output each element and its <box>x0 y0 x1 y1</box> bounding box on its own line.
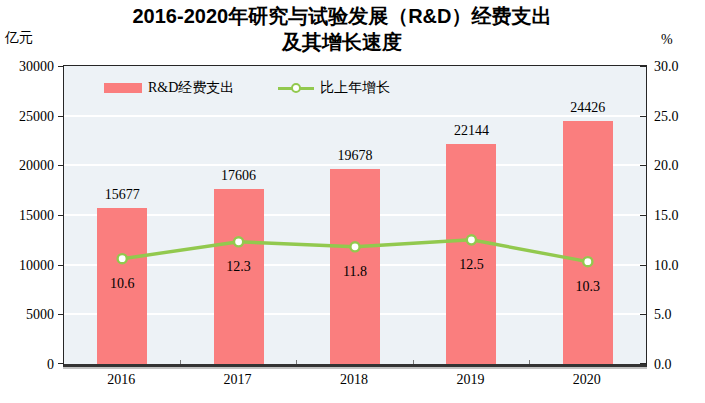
growth-value-label: 12.5 <box>431 256 511 273</box>
right-axis-tick-label: 0.0 <box>654 356 705 374</box>
right-axis-tick-label: 25.0 <box>654 108 705 126</box>
line-marker <box>467 235 476 244</box>
right-axis-unit: % <box>661 32 673 48</box>
line-marker <box>234 237 243 246</box>
x-axis-label: 2016 <box>79 371 163 389</box>
left-axis-tick-label: 5000 <box>2 306 54 324</box>
x-axis-label: 2019 <box>428 371 512 389</box>
growth-value-label: 12.3 <box>199 258 279 275</box>
chart-title-line2: 及其增长速度 <box>0 29 684 55</box>
left-axis-tick-label: 15000 <box>2 207 54 225</box>
right-axis-tick-label: 10.0 <box>654 257 705 275</box>
right-axis-tick-label: 5.0 <box>654 306 705 324</box>
left-axis-tick-label: 25000 <box>2 108 54 126</box>
x-axis-label: 2018 <box>312 371 396 389</box>
right-axis-tick-label: 15.0 <box>654 207 705 225</box>
left-axis-tick <box>58 66 63 67</box>
x-axis-label: 2017 <box>196 371 280 389</box>
right-axis-tick-label: 20.0 <box>654 157 705 175</box>
line-marker <box>583 257 592 266</box>
right-axis-tick-label: 30.0 <box>654 58 705 76</box>
growth-value-label: 11.8 <box>315 263 395 280</box>
x-axis-label: 2020 <box>545 371 629 389</box>
left-axis-tick-label: 20000 <box>2 157 54 175</box>
chart-title-line1: 2016-2020年研究与试验发展（R&D）经费支出 <box>0 3 684 29</box>
left-axis-tick <box>58 314 63 315</box>
growth-value-label: 10.6 <box>82 275 162 292</box>
left-axis-tick-label: 0 <box>2 356 54 374</box>
left-axis-tick-label: 30000 <box>2 58 54 76</box>
left-axis-tick <box>58 165 63 166</box>
plot-area: R&D经费支出 比上年增长 15677176061967822144244261… <box>63 65 647 367</box>
left-axis-tick <box>58 116 63 117</box>
left-axis-tick-label: 10000 <box>2 257 54 275</box>
rd-expenditure-chart: 2016-2020年研究与试验发展（R&D）经费支出 及其增长速度 亿元 % 3… <box>0 0 705 403</box>
left-axis-tick <box>58 363 63 364</box>
left-axis-tick <box>58 265 63 266</box>
chart-title: 2016-2020年研究与试验发展（R&D）经费支出 及其增长速度 <box>0 3 684 55</box>
left-axis-tick <box>58 215 63 216</box>
left-axis-unit: 亿元 <box>5 29 33 47</box>
growth-value-label: 10.3 <box>548 278 628 295</box>
growth-line-series <box>64 66 646 364</box>
line-marker <box>350 242 359 251</box>
line-marker <box>118 254 127 263</box>
